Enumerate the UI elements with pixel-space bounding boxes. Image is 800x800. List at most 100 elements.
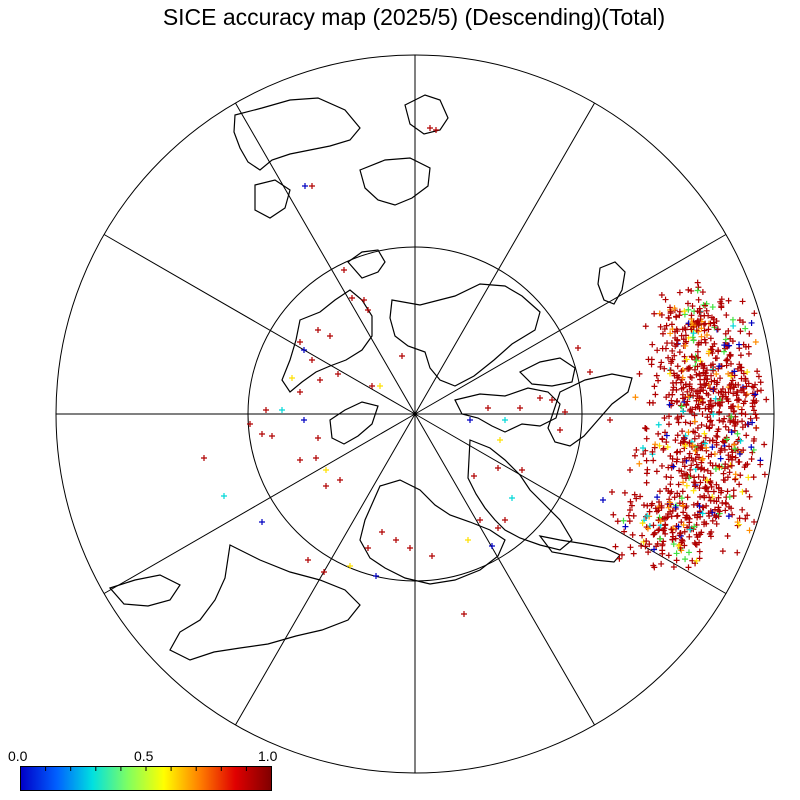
accuracy-marker bbox=[694, 308, 701, 315]
accuracy-marker bbox=[433, 127, 439, 133]
accuracy-marker bbox=[662, 345, 669, 352]
accuracy-marker bbox=[700, 369, 707, 376]
accuracy-marker bbox=[722, 507, 729, 514]
accuracy-marker bbox=[662, 296, 669, 303]
accuracy-marker bbox=[709, 462, 716, 469]
accuracy-marker bbox=[643, 479, 650, 486]
accuracy-marker bbox=[671, 352, 678, 359]
accuracy-marker bbox=[688, 409, 695, 416]
accuracy-marker bbox=[309, 357, 315, 363]
accuracy-marker bbox=[720, 348, 727, 355]
accuracy-marker bbox=[658, 560, 665, 567]
accuracy-marker bbox=[683, 482, 690, 489]
accuracy-marker bbox=[696, 394, 703, 401]
accuracy-marker bbox=[686, 454, 693, 461]
accuracy-marker bbox=[751, 518, 758, 525]
accuracy-marker bbox=[698, 384, 705, 391]
accuracy-marker bbox=[665, 315, 672, 322]
accuracy-marker bbox=[688, 312, 695, 319]
accuracy-marker bbox=[713, 481, 720, 488]
accuracy-marker bbox=[721, 415, 728, 422]
accuracy-marker bbox=[659, 330, 666, 337]
accuracy-marker bbox=[672, 437, 679, 444]
accuracy-marker bbox=[757, 387, 764, 394]
accuracy-marker bbox=[349, 295, 355, 301]
accuracy-marker bbox=[739, 488, 746, 495]
accuracy-marker bbox=[657, 363, 664, 370]
accuracy-marker bbox=[726, 503, 733, 510]
accuracy-marker bbox=[657, 323, 664, 330]
accuracy-marker bbox=[678, 495, 685, 502]
accuracy-marker bbox=[676, 312, 683, 319]
accuracy-marker bbox=[341, 267, 347, 273]
accuracy-marker bbox=[743, 383, 750, 390]
accuracy-marker bbox=[668, 360, 675, 367]
accuracy-marker bbox=[668, 526, 675, 533]
accuracy-marker bbox=[725, 426, 732, 433]
coastline bbox=[467, 439, 573, 551]
accuracy-marker bbox=[694, 319, 701, 326]
accuracy-marker bbox=[485, 405, 491, 411]
accuracy-marker bbox=[369, 383, 375, 389]
accuracy-marker bbox=[693, 461, 700, 468]
accuracy-marker bbox=[675, 481, 682, 488]
accuracy-marker bbox=[744, 512, 751, 519]
accuracy-marker bbox=[631, 452, 638, 459]
accuracy-marker bbox=[732, 421, 739, 428]
accuracy-marker bbox=[726, 342, 733, 349]
accuracy-marker bbox=[718, 300, 725, 307]
accuracy-marker bbox=[724, 474, 731, 481]
accuracy-marker bbox=[665, 464, 672, 471]
accuracy-marker bbox=[709, 402, 716, 409]
accuracy-marker bbox=[315, 327, 321, 333]
accuracy-marker bbox=[649, 500, 656, 507]
accuracy-marker bbox=[643, 435, 650, 442]
accuracy-marker bbox=[714, 326, 721, 333]
accuracy-marker bbox=[650, 522, 657, 529]
accuracy-marker bbox=[477, 517, 483, 523]
accuracy-marker bbox=[663, 322, 670, 329]
accuracy-marker bbox=[259, 431, 265, 437]
accuracy-marker bbox=[693, 371, 700, 378]
coastline bbox=[108, 574, 181, 607]
accuracy-marker bbox=[690, 392, 697, 399]
accuracy-marker bbox=[399, 353, 405, 359]
accuracy-marker bbox=[735, 521, 742, 528]
accuracy-marker bbox=[680, 434, 687, 441]
accuracy-marker bbox=[731, 445, 738, 452]
accuracy-marker bbox=[734, 430, 741, 437]
accuracy-marker bbox=[685, 564, 692, 571]
accuracy-marker bbox=[636, 460, 643, 467]
accuracy-marker bbox=[716, 408, 723, 415]
accuracy-marker bbox=[683, 402, 690, 409]
accuracy-marker bbox=[682, 332, 689, 339]
accuracy-marker bbox=[704, 414, 711, 421]
accuracy-marker bbox=[696, 555, 703, 562]
accuracy-marker bbox=[726, 493, 733, 500]
accuracy-marker bbox=[668, 321, 675, 328]
accuracy-marker bbox=[709, 444, 716, 451]
accuracy-marker bbox=[688, 287, 695, 294]
accuracy-marker bbox=[698, 360, 705, 367]
accuracy-marker bbox=[731, 427, 738, 434]
accuracy-marker bbox=[685, 306, 692, 313]
accuracy-marker bbox=[748, 456, 755, 463]
accuracy-marker bbox=[674, 456, 681, 463]
accuracy-marker bbox=[467, 417, 473, 423]
accuracy-marker bbox=[670, 463, 677, 470]
accuracy-marker bbox=[609, 489, 615, 495]
accuracy-marker bbox=[742, 515, 749, 522]
accuracy-marker bbox=[671, 305, 678, 312]
coastline bbox=[254, 179, 291, 219]
accuracy-marker bbox=[711, 377, 718, 384]
accuracy-marker bbox=[666, 401, 673, 408]
accuracy-marker bbox=[644, 513, 651, 520]
accuracy-marker bbox=[642, 425, 649, 432]
accuracy-marker bbox=[732, 476, 739, 483]
accuracy-marker bbox=[675, 374, 682, 381]
accuracy-marker bbox=[626, 518, 633, 525]
accuracy-marker bbox=[667, 304, 674, 311]
coastline bbox=[518, 357, 576, 387]
accuracy-marker bbox=[717, 375, 724, 382]
map-title: SICE accuracy map (2025/5) (Descending)(… bbox=[162, 4, 666, 30]
